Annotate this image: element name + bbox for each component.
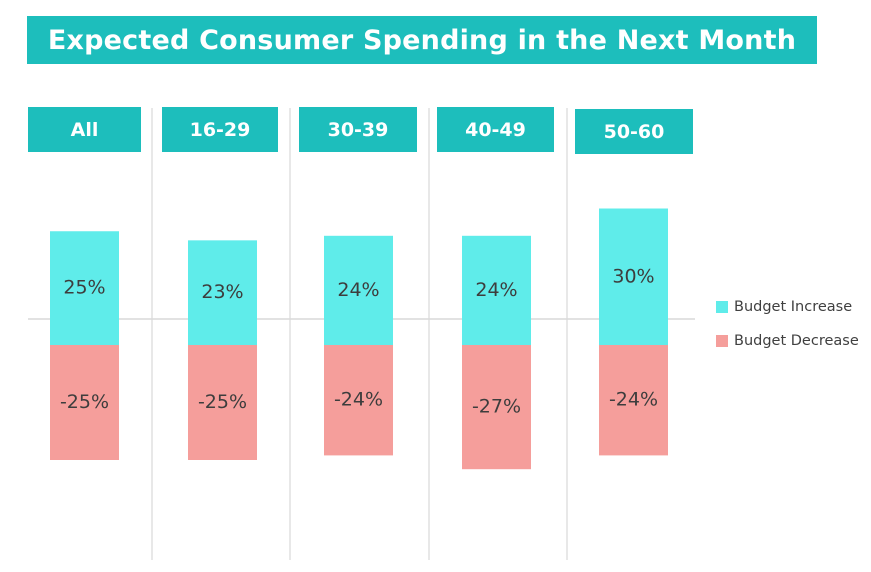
bar-increase [599, 208, 668, 345]
group-label-50-60: 50-60 [575, 109, 693, 154]
data-labels: 25% -25% 23% -25% 24% -24% 24% -27% 30% -24% [60, 265, 658, 417]
legend-label-increase: Budget Increase [734, 299, 853, 315]
bar-decrease [599, 345, 668, 456]
legend-item-decrease: Budget Decrease [716, 324, 859, 358]
data-label-decrease: -27% [472, 396, 521, 418]
data-label-increase: 30% [612, 265, 654, 287]
bar-decrease [324, 345, 393, 456]
bar-decrease [50, 345, 119, 460]
group-label-40-49: 40-49 [437, 107, 554, 152]
legend: Budget Increase Budget Decrease [716, 290, 859, 358]
data-label-increase: 25% [63, 277, 105, 299]
data-label-increase: 24% [337, 279, 379, 301]
legend-swatch-increase [716, 301, 728, 313]
legend-label-decrease: Budget Decrease [734, 333, 859, 349]
legend-item-increase: Budget Increase [716, 290, 859, 324]
legend-swatch-decrease [716, 335, 728, 347]
group-label-all: All [28, 107, 141, 152]
data-label-decrease: -25% [198, 391, 247, 413]
bar-increase [324, 235, 393, 345]
bar-increase [462, 235, 531, 345]
group-separators [151, 108, 568, 560]
data-label-decrease: -24% [334, 389, 383, 411]
bars [50, 208, 668, 470]
bar-decrease [462, 345, 531, 470]
bar-increase [50, 231, 119, 345]
data-label-decrease: -25% [60, 391, 109, 413]
chart-title: Expected Consumer Spending in the Next M… [27, 16, 817, 64]
group-label-30-39: 30-39 [299, 107, 417, 152]
bar-decrease [188, 345, 257, 460]
group-label-16-29: 16-29 [162, 107, 278, 152]
bar-increase [188, 240, 257, 345]
data-label-decrease: -24% [609, 389, 658, 411]
data-label-increase: 24% [475, 279, 517, 301]
data-label-increase: 23% [201, 281, 243, 303]
